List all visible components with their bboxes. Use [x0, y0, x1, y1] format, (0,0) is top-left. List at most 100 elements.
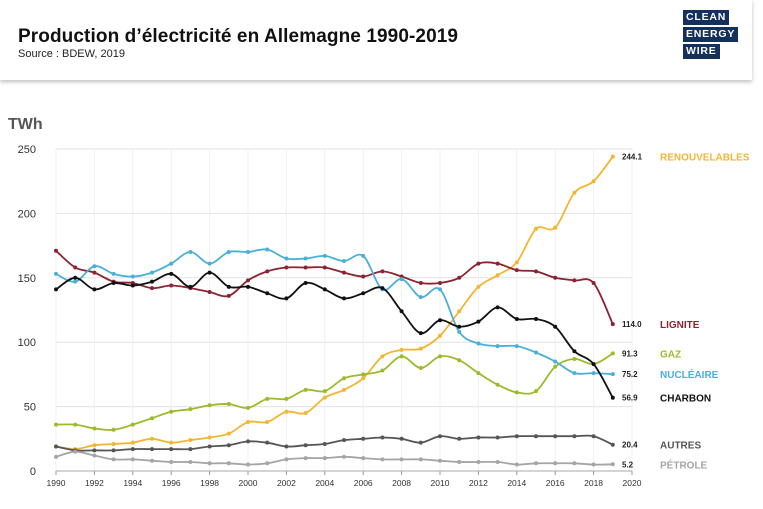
- data-point-nucleaire-1993: [111, 271, 116, 276]
- data-point-gaz-2014: [514, 390, 519, 395]
- data-point-lignite-1991: [73, 265, 78, 270]
- data-point-nucleaire-2001: [265, 247, 270, 252]
- data-point-gaz-2004: [322, 389, 327, 394]
- data-point-nucleaire-2013: [495, 344, 500, 349]
- series-label-autres: AUTRES: [660, 441, 701, 452]
- data-point-petrole-2009: [418, 457, 423, 462]
- data-point-lignite-2000: [246, 278, 250, 283]
- data-point-renouvelables-1996: [169, 440, 174, 445]
- data-point-gaz-1997: [188, 407, 193, 412]
- data-point-gaz-1991: [73, 422, 78, 427]
- data-point-lignite-2003: [303, 265, 308, 270]
- data-point-gaz-2012: [476, 371, 481, 376]
- y-tick-label-250: 250: [18, 144, 36, 156]
- data-point-petrole-2013: [495, 459, 500, 464]
- data-point-charbon-1996: [169, 271, 174, 276]
- x-tick-label-2010: 2010: [431, 478, 450, 488]
- chart-source: Source : BDEW, 2019: [18, 48, 125, 60]
- data-point-charbon-2006: [361, 291, 366, 296]
- series-label-renouvelables: RENOUVELABLES: [660, 153, 750, 164]
- data-point-petrole-2005: [342, 454, 346, 459]
- data-point-gaz-2017: [572, 356, 577, 361]
- data-point-autres-2008: [399, 436, 404, 441]
- data-point-renouvelables-2003: [303, 411, 308, 416]
- data-point-nucleaire-2019: [610, 372, 615, 377]
- data-point-autres-2007: [380, 435, 385, 440]
- data-point-renouvelables-2013: [495, 273, 500, 278]
- clean-energy-wire-logo: CLEAN ENERGY WIRE: [683, 10, 739, 61]
- data-point-autres-1995: [150, 447, 154, 452]
- data-point-lignite-2015: [534, 269, 538, 274]
- data-point-petrole-2007: [380, 457, 385, 462]
- data-point-petrole-2008: [399, 457, 404, 462]
- data-point-autres-2018: [591, 434, 596, 439]
- data-point-nucleaire-2010: [438, 287, 442, 292]
- data-point-lignite-2005: [342, 270, 346, 275]
- data-point-autres-2010: [438, 434, 442, 439]
- data-point-renouvelables-1995: [150, 436, 154, 441]
- data-point-nucleaire-1995: [150, 270, 154, 275]
- data-point-lignite-2019: [610, 322, 615, 327]
- data-point-renouvelables-2005: [342, 387, 346, 392]
- data-point-charbon-2014: [514, 317, 519, 322]
- data-point-nucleaire-2014: [514, 344, 519, 349]
- logo-line-1: CLEAN: [683, 10, 730, 25]
- x-tick-label-2000: 2000: [239, 478, 258, 488]
- series-line-lignite: [55, 250, 614, 325]
- x-tick-label-2006: 2006: [354, 478, 373, 488]
- data-point-charbon-1990: [54, 287, 58, 292]
- data-point-autres-2009: [418, 440, 423, 445]
- data-point-charbon-2000: [246, 284, 250, 289]
- end-value-label-renouvelables: 244.1: [622, 153, 643, 162]
- data-point-renouvelables-2001: [265, 420, 270, 425]
- data-point-nucleaire-1997: [188, 250, 193, 255]
- data-point-lignite-2002: [284, 265, 289, 270]
- data-point-renouvelables-2004: [322, 395, 327, 400]
- y-tick-label-150: 150: [18, 273, 36, 285]
- data-point-petrole-2011: [457, 459, 462, 464]
- data-point-autres-2003: [303, 443, 308, 448]
- data-point-petrole-2000: [246, 462, 250, 467]
- data-point-gaz-2013: [495, 382, 500, 387]
- data-point-autres-2001: [265, 440, 270, 445]
- data-point-petrole-2019: [610, 462, 615, 467]
- data-point-charbon-2010: [438, 318, 442, 323]
- data-point-lignite-2006: [361, 274, 366, 279]
- x-tick-label-1994: 1994: [123, 478, 142, 488]
- data-point-nucleaire-1996: [169, 261, 174, 266]
- data-point-renouvelables-2008: [399, 347, 404, 352]
- series-line-autres: [55, 434, 614, 452]
- data-point-lignite-1995: [150, 286, 154, 291]
- data-point-petrole-2012: [476, 459, 481, 464]
- data-point-petrole-2006: [361, 456, 366, 461]
- data-point-autres-2016: [553, 434, 558, 439]
- data-point-lignite-2017: [572, 278, 577, 283]
- data-point-gaz-1996: [169, 409, 174, 414]
- series-label-lignite: LIGNITE: [660, 320, 700, 331]
- data-point-charbon-2012: [476, 319, 481, 324]
- data-point-lignite-1998: [207, 289, 212, 294]
- y-tick-label-200: 200: [18, 208, 36, 220]
- data-point-nucleaire-2012: [476, 341, 481, 346]
- end-value-label-gaz: 91.3: [622, 349, 638, 358]
- data-point-gaz-2008: [399, 354, 404, 359]
- data-point-charbon-2004: [322, 287, 327, 292]
- header-card: Production d’électricité en Allemagne 19…: [0, 0, 752, 80]
- series-line-charbon: [55, 271, 614, 399]
- data-point-nucleaire-2009: [418, 295, 423, 300]
- data-point-renouvelables-2002: [284, 409, 289, 414]
- data-point-nucleaire-2002: [284, 256, 289, 261]
- data-point-charbon-1999: [226, 284, 231, 289]
- data-point-autres-2019: [610, 442, 615, 447]
- data-point-nucleaire-2015: [534, 350, 538, 355]
- data-point-charbon-1998: [207, 270, 212, 275]
- data-point-lignite-2018: [591, 280, 596, 285]
- data-point-renouvelables-1993: [111, 441, 116, 446]
- x-tick-label-1998: 1998: [200, 478, 219, 488]
- data-point-petrole-2014: [514, 462, 519, 467]
- data-point-gaz-2005: [342, 376, 346, 381]
- data-point-lignite-1992: [92, 270, 97, 275]
- data-point-petrole-2004: [322, 456, 327, 461]
- data-point-lignite-2014: [514, 268, 519, 273]
